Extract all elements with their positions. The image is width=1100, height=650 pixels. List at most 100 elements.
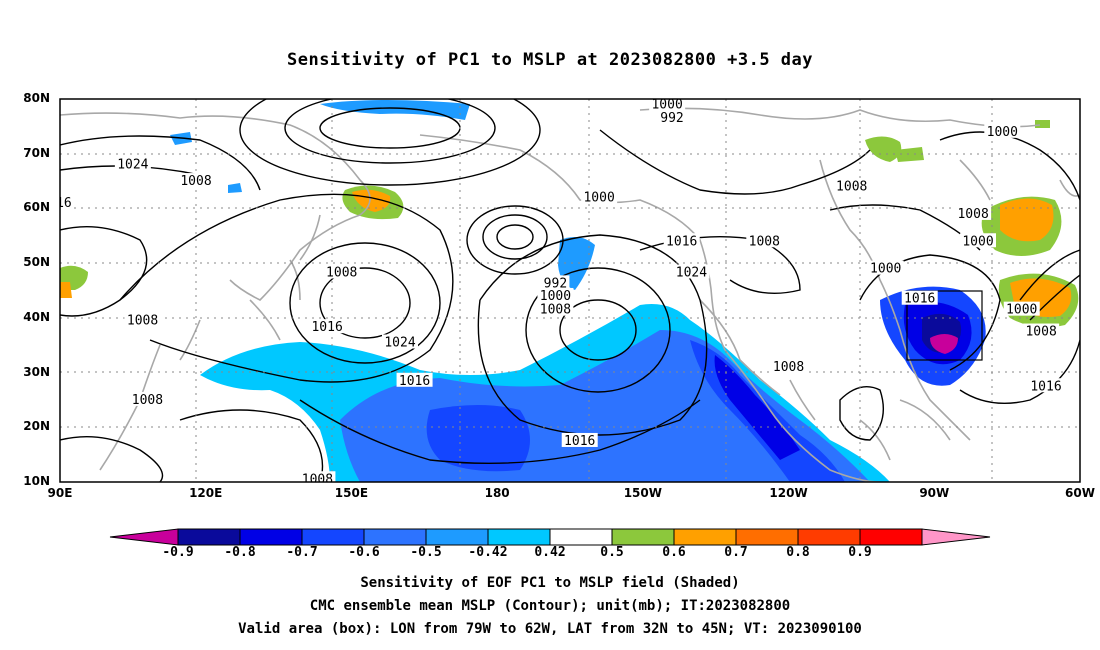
contour-label: 1008 (132, 393, 163, 408)
contour-label: 1000 (870, 262, 901, 277)
contour-label-bg (129, 391, 166, 406)
contour-label: 1008 (749, 234, 780, 249)
colorbar-segment (611, 528, 675, 546)
contour-label: 1000 (651, 97, 682, 112)
contour-label-bg (537, 301, 574, 316)
lon-tick-label: 180 (484, 486, 510, 500)
lat-tick-label: 30N (23, 364, 50, 379)
lat-tick-label: 40N (23, 309, 50, 324)
contour-label-bg (1003, 301, 1040, 316)
contour-label-bg (323, 264, 360, 279)
colorbar-segment (735, 528, 799, 546)
colorbar-label: 0.7 (724, 545, 748, 560)
valid-area-box (906, 290, 983, 361)
colorbar (109, 528, 991, 546)
colorbar-label: -0.6 (348, 545, 380, 560)
colorbar-segment (549, 528, 613, 546)
sensitivity-shading-positive (60, 120, 1079, 354)
colorbar-segment (487, 528, 551, 546)
contour-label: 992 (660, 111, 683, 126)
colorbar-segment (859, 528, 923, 546)
lon-tick-label: 150E (334, 486, 369, 500)
contour-label: 1016 (1030, 379, 1061, 394)
colorbar-triangle-min (109, 528, 179, 546)
contour-label: 1008 (773, 360, 804, 375)
colorbar-label: 0.6 (662, 545, 686, 560)
colorbar-segment (301, 528, 365, 546)
lat-tick-label: 20N (23, 419, 50, 434)
grid-lines (60, 99, 1080, 482)
contour-label: 1016 (904, 292, 935, 307)
contour-label: 992 (544, 276, 567, 291)
contour-label-bg (537, 287, 574, 302)
caption-line-1: Sensitivity of EOF PC1 to MSLP field (Sh… (360, 575, 740, 591)
contour-label-bg (396, 372, 433, 387)
colorbar-segment (425, 528, 489, 546)
colorbar-label: 0.5 (600, 545, 624, 560)
colorbar-segment (363, 528, 427, 546)
colorbar-label: -0.42 (468, 545, 508, 560)
contour-label: 1008 (302, 472, 333, 487)
contour-label: 1024 (384, 335, 415, 350)
lon-tick-label: 60W (1065, 486, 1095, 500)
caption-line-3: Valid area (box): LON from 79W to 62W, L… (238, 621, 862, 637)
colorbar-label: -0.8 (224, 545, 256, 560)
colorbar-label: 0.8 (786, 545, 810, 560)
contour-label-bg (901, 290, 938, 305)
colorbar-segment (177, 528, 241, 546)
contour-label: 1008 (180, 174, 211, 189)
lat-tick-label: 80N (23, 91, 50, 105)
colorbar-label: 0.9 (848, 545, 872, 560)
colorbar-segment (673, 528, 737, 546)
contour-label-bg (124, 312, 161, 327)
mslp-contours (60, 99, 1080, 482)
contour-label-bg (746, 233, 783, 248)
lat-tick-label: 10N (23, 474, 50, 488)
contour-label-bg (1028, 378, 1064, 393)
contour-label: 1000 (583, 190, 614, 205)
sensitivity-shading-negative (170, 100, 986, 482)
lon-tick-label: 120E (189, 486, 223, 500)
contour-label-bg (649, 99, 686, 111)
contour-label: 1016 (564, 434, 595, 449)
contour-label: 1016 (311, 320, 342, 335)
contour-label-bg (673, 264, 710, 279)
contour-label-bg (663, 233, 700, 248)
contour-label: 1000 (987, 125, 1018, 140)
contour-label: 1024 (676, 265, 707, 280)
contour-label: 1016 (399, 374, 430, 389)
contour-label: 1000 (540, 289, 571, 304)
contour-label-bg (541, 275, 570, 290)
contour-label-bg (658, 110, 686, 125)
lon-tick-label: 90W (919, 486, 950, 500)
contour-label-bg (60, 194, 74, 209)
lon-tick-label: 120W (769, 486, 808, 500)
lon-tick-label: 90E (47, 486, 73, 500)
lat-tick-label: 50N (23, 255, 50, 270)
contour-label: 1016 (666, 234, 697, 249)
contour-label: 1008 (836, 180, 867, 195)
contour-label: 1008 (127, 314, 158, 329)
contour-label-bg (178, 173, 214, 188)
contour-label-bg (382, 334, 418, 349)
map-frame (59, 98, 1081, 483)
colorbar-label: -0.5 (410, 545, 442, 560)
contour-label-bg (867, 260, 904, 275)
colorbar-segment (239, 528, 303, 546)
colorbar-label: 0.42 (534, 545, 566, 560)
contour-label-bg (299, 471, 336, 482)
contour-label-bg (309, 319, 346, 334)
contour-label: 1008 (957, 207, 988, 222)
contour-label-bg (833, 178, 870, 193)
contour-label-bg (581, 189, 618, 204)
contour-label-bg (984, 123, 1021, 138)
chart-title: Sensitivity of PC1 to MSLP at 2023082800… (286, 50, 813, 70)
contour-label: 1024 (117, 158, 148, 173)
contour-label: 016 (48, 196, 71, 211)
contour-label-bg (960, 233, 996, 248)
contour-label: 1000 (962, 234, 993, 249)
colorbar-segment (797, 528, 861, 546)
caption-line-2: CMC ensemble mean MSLP (Contour); unit(m… (309, 598, 791, 614)
